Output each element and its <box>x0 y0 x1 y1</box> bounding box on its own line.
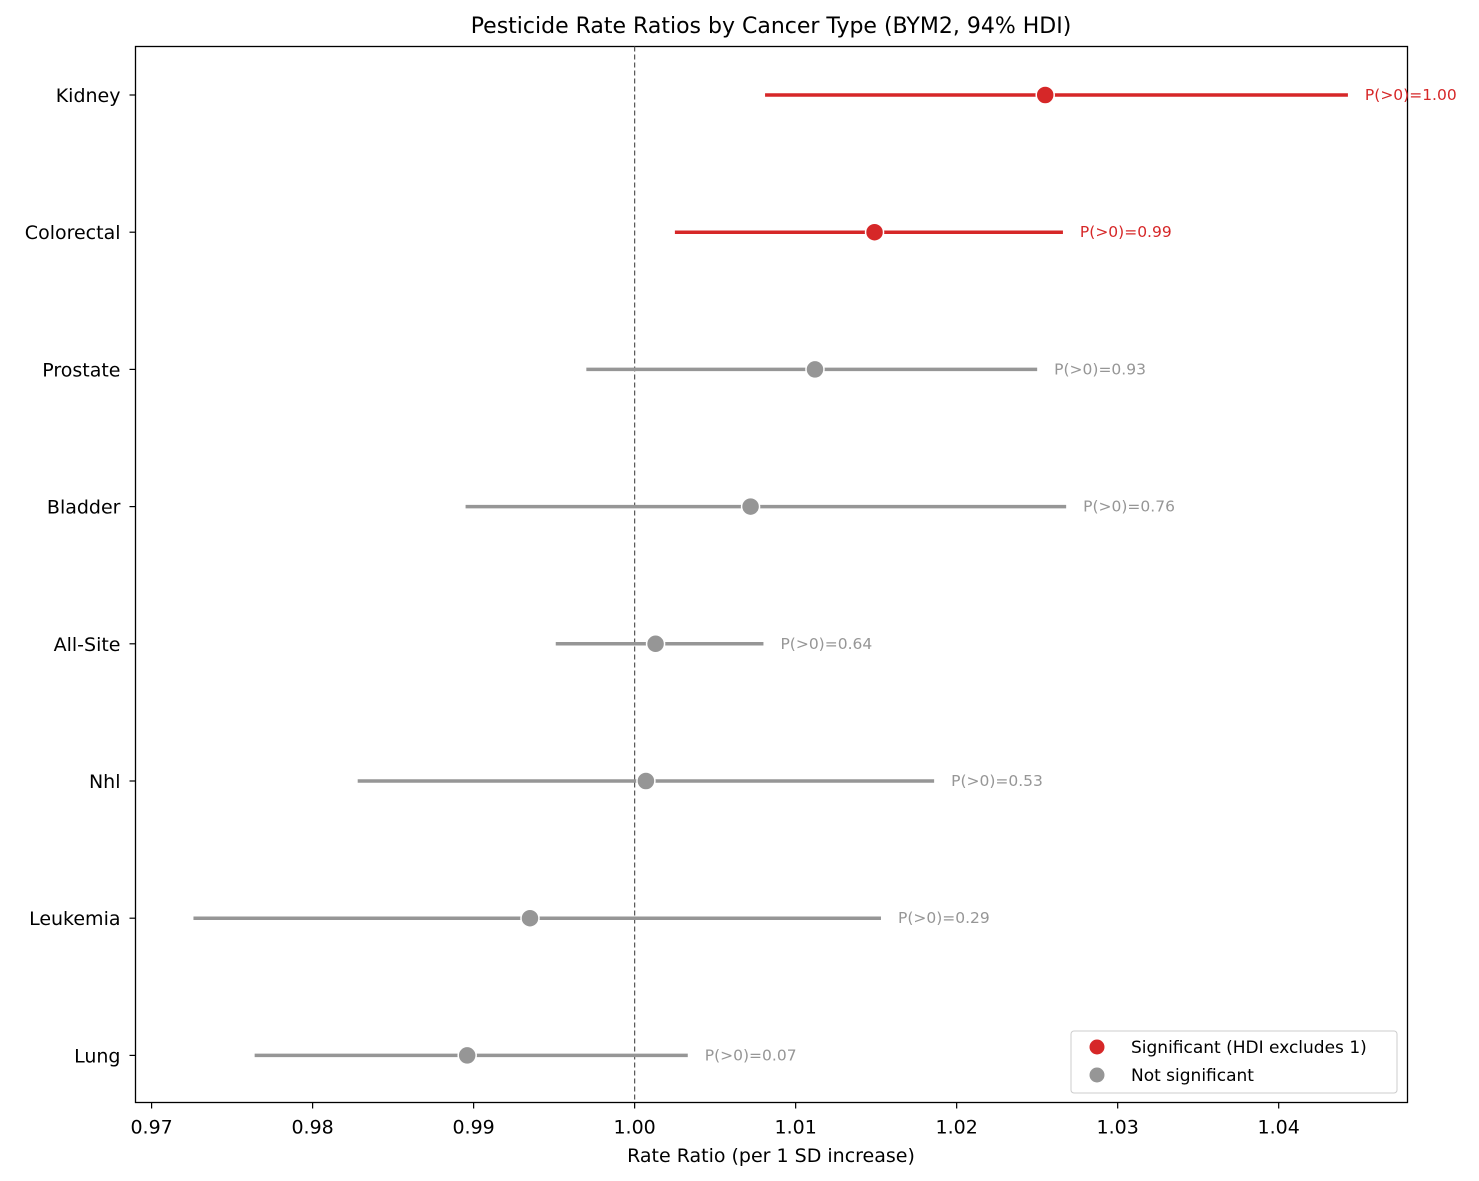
legend-label-not-significant: Not significant <box>1131 1066 1254 1086</box>
estimate-point <box>457 1045 477 1066</box>
y-tick-label: Colorectal <box>25 222 121 244</box>
estimate-point <box>805 359 825 380</box>
x-tick-label: 0.98 <box>291 1117 333 1139</box>
x-axis-ticks: 0.97 0.98 0.99 1.00 1.01 1.02 1.03 1.04 <box>130 1102 1300 1139</box>
forest-row: All-Site P(>0)=0.64 <box>54 634 873 656</box>
legend: Significant (HDI excludes 1) Not signifi… <box>1070 1030 1398 1094</box>
forest-row: Lung P(>0)=0.07 <box>74 1045 796 1067</box>
probability-annotation: P(>0)=0.76 <box>1083 498 1175 516</box>
plot-area-frame <box>134 45 1409 1104</box>
estimate-point <box>740 496 761 517</box>
x-tick-label: 1.01 <box>774 1117 816 1139</box>
forest-row: Kidney P(>0)=1.00 <box>56 85 1457 107</box>
legend-marker-not-significant <box>1089 1067 1105 1083</box>
x-tick-label: 1.03 <box>1097 1117 1139 1139</box>
y-tick-label: Prostate <box>42 359 120 381</box>
estimate-point <box>864 222 885 242</box>
forest-row: Nhl P(>0)=0.53 <box>89 771 1043 793</box>
legend-marker-significant <box>1089 1039 1105 1055</box>
forest-rows: Kidney P(>0)=1.00 Colorectal P(>0)=0.99 Pros… <box>25 85 1457 1067</box>
x-tick-label: 0.97 <box>130 1117 172 1139</box>
probability-annotation: P(>0)=0.07 <box>705 1046 797 1064</box>
y-tick-label: All-Site <box>54 634 121 656</box>
probability-annotation: P(>0)=0.29 <box>898 909 990 927</box>
x-axis-label: Rate Ratio (per 1 SD increase) <box>627 1145 915 1167</box>
probability-annotation: P(>0)=0.53 <box>951 772 1043 790</box>
x-tick-label: 1.02 <box>936 1117 978 1139</box>
y-tick-label: Nhl <box>89 771 121 793</box>
forest-row: Bladder P(>0)=0.76 <box>47 497 1175 519</box>
legend-label-significant: Significant (HDI excludes 1) <box>1131 1038 1367 1058</box>
y-tick-label: Leukemia <box>29 908 120 930</box>
x-tick-label: 1.00 <box>613 1117 655 1139</box>
probability-annotation: P(>0)=1.00 <box>1365 86 1457 104</box>
estimate-point <box>636 771 656 791</box>
x-tick-label: 0.99 <box>452 1117 494 1139</box>
y-tick-label: Kidney <box>56 85 121 107</box>
probability-annotation: P(>0)=0.99 <box>1080 223 1172 241</box>
estimate-point <box>520 908 540 928</box>
y-tick-label: Bladder <box>47 497 121 519</box>
forest-row: Prostate P(>0)=0.93 <box>42 359 1146 381</box>
legend-box <box>1070 1030 1398 1094</box>
x-tick-label: 1.04 <box>1258 1117 1300 1139</box>
estimate-point <box>645 634 666 654</box>
forest-row: Leukemia P(>0)=0.29 <box>29 908 990 930</box>
probability-annotation: P(>0)=0.93 <box>1054 360 1146 378</box>
y-tick-label: Lung <box>74 1045 120 1067</box>
probability-annotation: P(>0)=0.64 <box>780 635 872 653</box>
forest-row: Colorectal P(>0)=0.99 <box>25 222 1172 244</box>
chart-title: Pesticide Rate Ratios by Cancer Type (BY… <box>471 14 1072 39</box>
estimate-point <box>1035 85 1055 105</box>
